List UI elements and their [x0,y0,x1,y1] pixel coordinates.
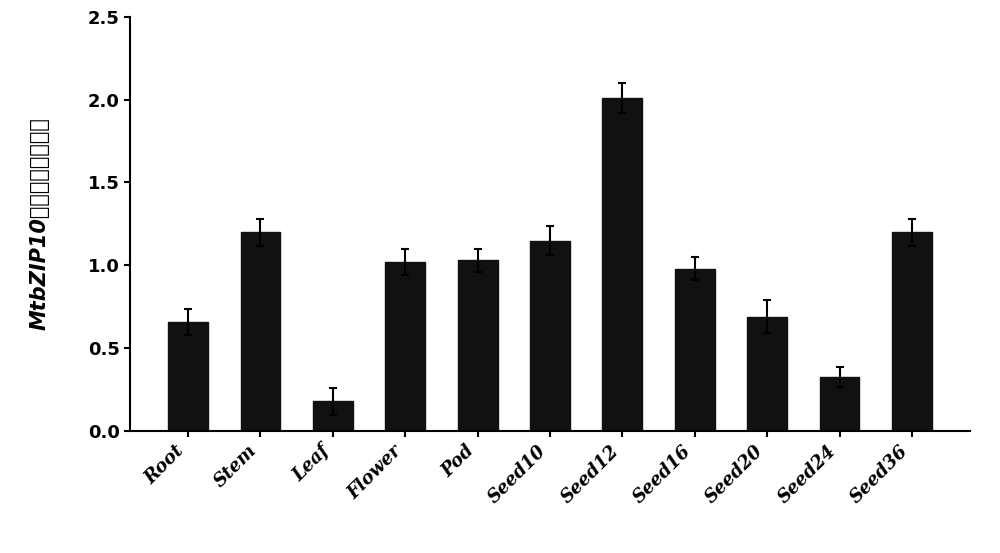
Bar [458,260,498,431]
Bar [675,269,715,431]
Bar [820,377,859,431]
Bar [168,322,208,431]
Bar [385,262,425,431]
Bar [241,232,280,431]
Bar [530,241,570,431]
Bar [313,401,353,431]
Bar [747,317,787,431]
Text: MtbZIP10基因的组织表达谱: MtbZIP10基因的组织表达谱 [30,118,50,330]
Bar [892,232,932,431]
Bar [602,98,642,431]
